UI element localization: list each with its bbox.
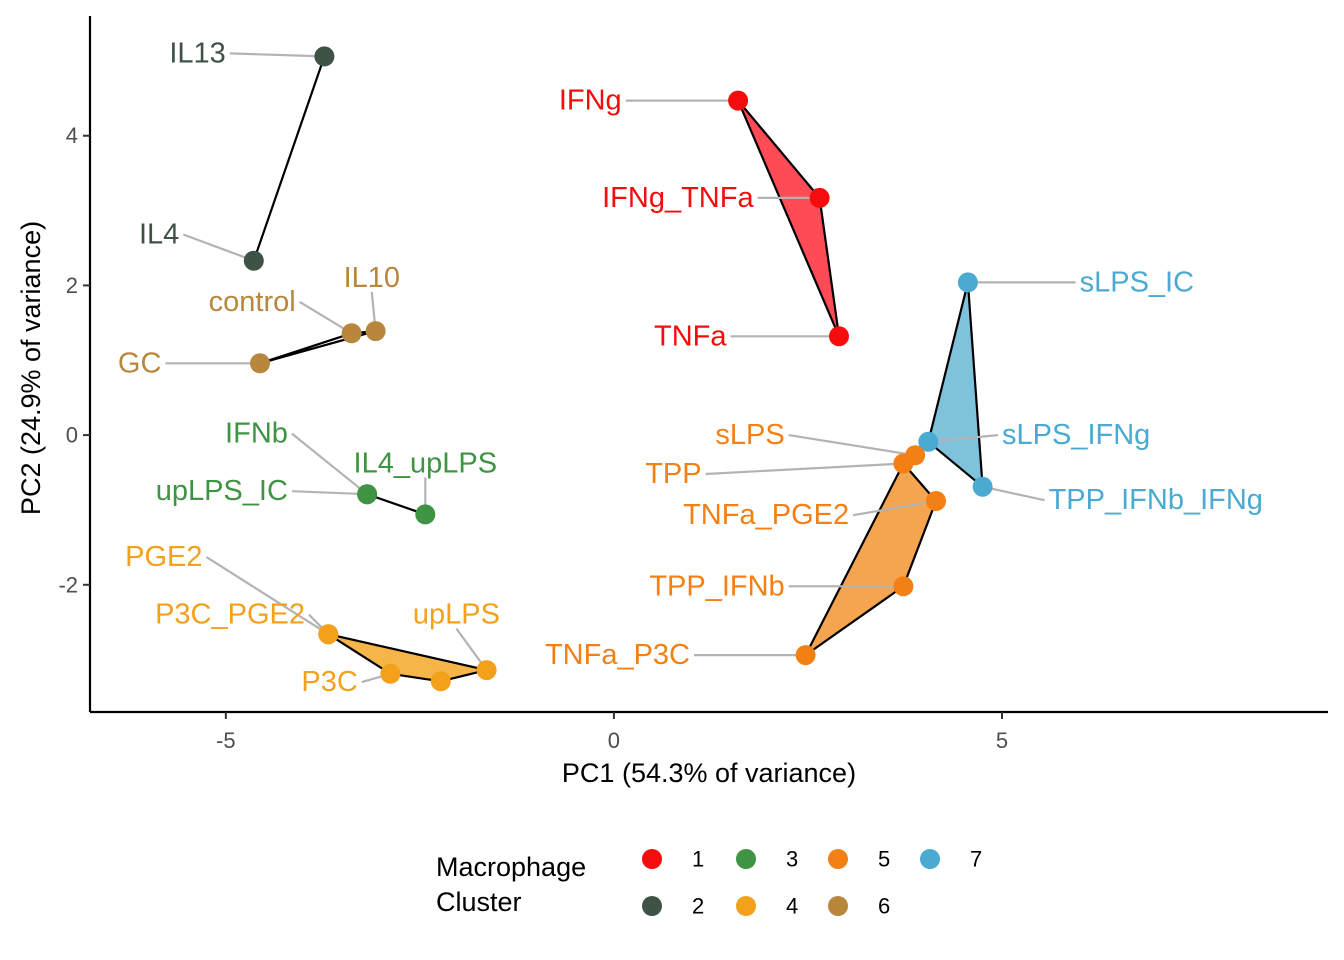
y-tick-label: 0 [66,423,78,448]
connector-TNFa_PGE2 [852,499,937,517]
label-IL10: IL10 [344,262,400,294]
point-TNFa [829,326,849,347]
point-IL10 [365,321,386,342]
y-tick-label: 2 [66,273,78,298]
label-P3C: P3C [301,666,357,698]
legend-label-1: 1 [692,847,704,872]
data-points [243,46,993,692]
label-IFNg_TNFa: IFNg_TNFa [602,182,754,214]
label-IFNg: IFNg [559,85,622,117]
point-upLPS_IC [357,484,378,505]
hull-cluster-5 [804,462,938,657]
label-P3C_PGE2: P3C_PGE2 [155,599,305,631]
point-P3C [380,663,401,684]
legend-title: Cluster [436,887,522,917]
point-IL4_upLPS [415,504,436,525]
connector-PGE2 [205,556,329,636]
y-tick-label: 4 [66,123,78,148]
connector-TPP_IFNb_IFNg [982,485,1045,502]
label-upLPS_IC: upLPS_IC [156,475,288,507]
legend-key-2 [642,896,662,916]
legend-label-6: 6 [878,894,890,919]
label-sLPS_IC: sLPS_IC [1080,266,1194,298]
label-PGE2: PGE2 [125,541,202,573]
point-sLPS_IC [957,272,978,293]
point-IL13 [314,46,335,67]
legend-label-3: 3 [786,847,798,872]
legend-key-4 [736,896,756,916]
point-GC [250,353,270,374]
cluster-hulls [252,55,984,683]
label-TNFa_PGE2: TNFa_PGE2 [683,499,849,531]
label-TNFa: TNFa [654,320,727,352]
legend-key-7 [920,849,940,869]
label-connectors [165,52,1076,684]
label-control: control [209,286,296,318]
hull-cluster-7 [927,281,984,488]
point-PGE2_pt4 [430,671,451,692]
hull-cluster-6 [258,330,377,365]
x-tick-label: 5 [996,728,1008,753]
point-TPP_IFNb_IFNg [972,476,993,497]
point-TNFa_P3C [795,645,816,666]
label-GC: GC [118,347,162,379]
connector-TPP [705,462,904,476]
connector-upLPS_IC [291,490,368,496]
point-IL4 [243,250,264,271]
connector-control [299,300,353,335]
legend: Macrophage Cluster 1 3 5 7 2 4 6 [436,847,982,919]
label-IFNb: IFNb [225,418,288,450]
connector-IL4 [182,233,255,262]
y-axis-title: PC2 (24.9% of variance) [16,221,46,515]
label-sLPS_IFNg: sLPS_IFNg [1002,419,1150,451]
legend-label-2: 2 [692,894,704,919]
label-IL4: IL4 [139,219,179,251]
point-upLPS [476,660,497,681]
label-TPP_IFNb_IFNg: TPP_IFNb_IFNg [1049,484,1263,516]
point-TPP [893,453,914,474]
label-TPP_IFNb: TPP_IFNb [649,570,784,602]
label-IL13: IL13 [169,37,225,69]
point-P3C_PGE2 [318,624,339,645]
label-TPP: TPP [645,458,701,490]
y-tick-label: -2 [58,572,78,597]
point-sLPS_IFNg [918,431,939,452]
legend-key-3 [736,849,756,869]
legend-key-6 [828,896,848,916]
label-sLPS: sLPS [715,419,784,451]
connector-sLPS [788,434,916,457]
label-IL4_upLPS: IL4_upLPS [354,448,498,480]
legend-key-5 [828,849,848,869]
point-TNFa_PGE2 [926,491,946,511]
legend-title: Macrophage [436,852,586,882]
point-IFNg_TNFa [809,187,830,208]
point-control [341,323,362,344]
connector-sLPS_IFNg [928,434,999,443]
axes: -5 0 5 -2 0 2 4 [58,16,1328,753]
legend-label-7: 7 [970,847,982,872]
legend-key-1 [642,849,662,869]
x-tick-label: 0 [608,728,620,753]
legend-label-5: 5 [878,847,890,872]
label-upLPS: upLPS [413,599,500,631]
point-IFNg [728,90,749,111]
point-TPP_IFNb [893,576,914,597]
connector-IL13 [229,52,325,58]
legend-label-4: 4 [786,894,798,919]
connector-IFNb [291,432,368,496]
hull-cluster-1 [736,99,841,338]
x-tick-label: -5 [216,728,236,753]
point-labels: IL13 IL4 IL10 control GC IFNb IL4_upLPS upLPS_I… [118,37,1263,698]
hull-cluster-2 [252,55,326,262]
x-axis-title: PC1 (54.3% of variance) [562,758,856,788]
label-TNFa_P3C: TNFa_P3C [545,639,690,671]
